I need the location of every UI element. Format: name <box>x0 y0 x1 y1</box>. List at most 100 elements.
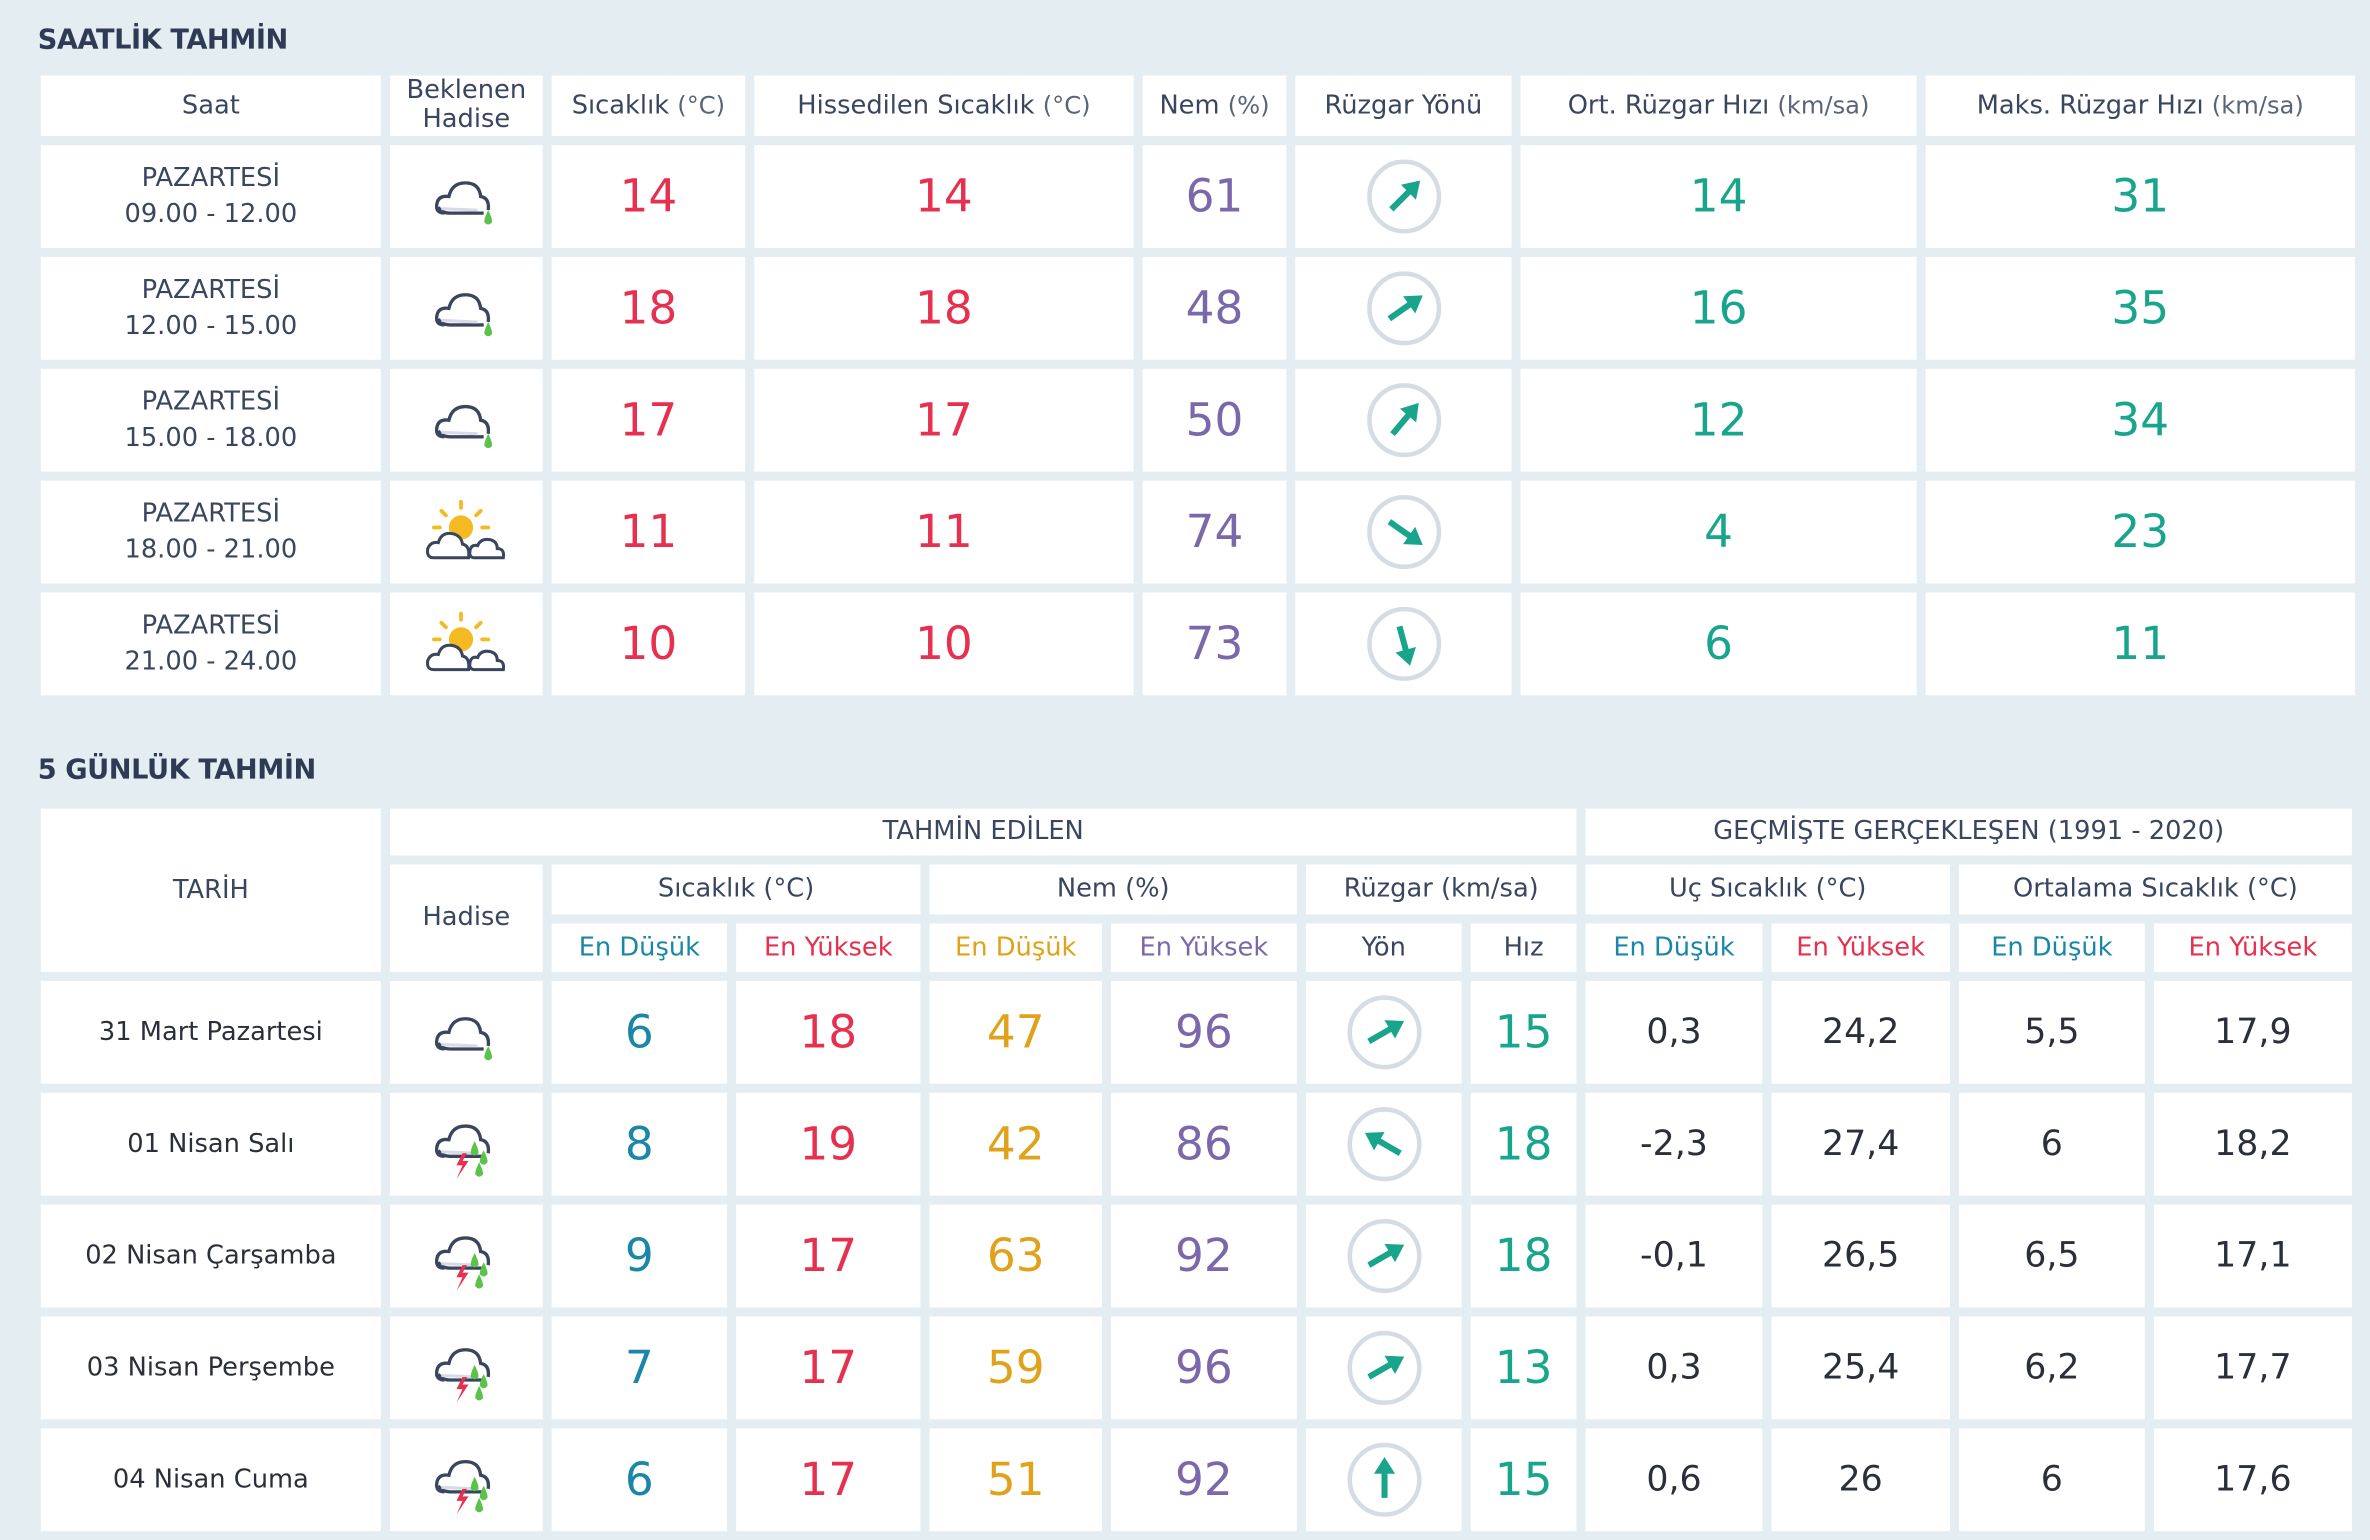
time-range: 12.00 - 15.00 <box>124 311 298 342</box>
average-min: 6,2 <box>1958 1316 2145 1420</box>
header-nem: Nem (%) <box>929 864 1297 915</box>
daily-title: 5 GÜNLÜK TAHMİN <box>37 754 317 786</box>
header-tarih: TARİH <box>40 808 381 972</box>
header-ortalama: Ortalama Sıcaklık (°C) <box>1958 864 2352 915</box>
header-ort-min: En Düşük <box>1958 923 2145 972</box>
temp-min: 6 <box>551 1428 728 1532</box>
feels-like: 10 <box>754 592 1134 696</box>
table-row: 02 Nisan Çarşamba 9 17 63 92 18 -0,1 26,5 6,5 1… <box>40 1204 2352 1308</box>
header-ort-max: En Yüksek <box>2153 923 2352 972</box>
humidity: 61 <box>1142 145 1287 248</box>
label: Sıcaklık <box>571 90 670 121</box>
daily-table: TARİH TAHMİN EDİLEN GEÇMİŞTE GERÇEKLEŞEN… <box>32 800 2361 1540</box>
thunder-rain-icon <box>389 1316 543 1420</box>
extreme-min: 0,3 <box>1585 980 1763 1084</box>
date: 02 Nisan Çarşamba <box>40 1204 381 1308</box>
humidity: 74 <box>1142 480 1287 584</box>
thunder-rain-icon <box>389 1428 543 1532</box>
temp-min: 7 <box>551 1316 728 1420</box>
average-min: 6 <box>1958 1428 2145 1532</box>
header-yon: Yön <box>1305 923 1462 972</box>
feels-like: 17 <box>754 368 1134 472</box>
table-row: PAZARTESİ 15.00 - 18.00 17 17 50 12 34 <box>40 368 2355 472</box>
wind-speed: 15 <box>1470 1428 1577 1532</box>
extreme-min: -0,1 <box>1585 1204 1763 1308</box>
unit: (km/sa) <box>2211 90 2304 120</box>
temp-max: 17 <box>736 1428 921 1532</box>
humidity: 73 <box>1142 592 1287 696</box>
humidity: 48 <box>1142 256 1287 360</box>
wind-direction-icon <box>1295 480 1512 584</box>
header-maks: Maks. Rüzgar Hızı (km/sa) <box>1925 75 2355 137</box>
table-row: PAZARTESİ 12.00 - 15.00 18 18 48 16 35 <box>40 256 2355 360</box>
label: Hissedilen Sıcaklık <box>797 90 1035 121</box>
date: 04 Nisan Cuma <box>40 1428 381 1532</box>
header-hissedilen: Hissedilen Sıcaklık (°C) <box>754 75 1134 137</box>
average-max: 17,1 <box>2153 1204 2352 1308</box>
header-temp-min: En Düşük <box>551 923 728 972</box>
day-label: PAZARTESİ <box>141 275 281 306</box>
max-wind-speed: 34 <box>1925 368 2355 472</box>
table-row: PAZARTESİ 21.00 - 24.00 10 10 73 6 11 <box>40 592 2355 696</box>
time-cell: PAZARTESİ 15.00 - 18.00 <box>40 368 381 472</box>
time-cell: PAZARTESİ 09.00 - 12.00 <box>40 145 381 248</box>
table-row: PAZARTESİ 09.00 - 12.00 14 14 61 14 31 <box>40 145 2355 248</box>
unit: (km/sa) <box>1777 90 1870 120</box>
label: Maks. Rüzgar Hızı <box>1976 90 2204 121</box>
temperature: 18 <box>551 256 746 360</box>
extreme-max: 27,4 <box>1771 1092 1950 1196</box>
daily-header-row-2: Hadise Sıcaklık (°C) Nem (%) Rüzgar (km/… <box>41 864 2352 972</box>
average-max: 18,2 <box>2153 1092 2352 1196</box>
thunder-rain-icon <box>389 1204 543 1308</box>
wind-speed: 13 <box>1470 1316 1577 1420</box>
table-row: 31 Mart Pazartesi 6 18 47 96 15 0,3 24,2 5,5 17… <box>40 980 2352 1084</box>
average-max: 17,9 <box>2153 980 2352 1084</box>
wind-direction-icon <box>1295 145 1512 248</box>
header-saat: Saat <box>40 75 381 137</box>
wind-direction-icon <box>1305 1428 1462 1532</box>
time-cell: PAZARTESİ 12.00 - 15.00 <box>40 256 381 360</box>
header-hiz: Hız <box>1470 923 1577 972</box>
header-yon: Rüzgar Yönü <box>1295 75 1512 137</box>
avg-wind-speed: 14 <box>1520 145 1917 248</box>
daily-header-row-1: TARİH TAHMİN EDİLEN GEÇMİŞTE GERÇEKLEŞEN… <box>40 808 2352 972</box>
humidity-min: 59 <box>929 1316 1102 1420</box>
temp-min: 6 <box>551 980 728 1084</box>
max-wind-speed: 31 <box>1925 145 2355 248</box>
time-range: 09.00 - 12.00 <box>124 199 298 230</box>
humidity-min: 42 <box>929 1092 1102 1196</box>
temperature: 10 <box>551 592 746 696</box>
cloud-rain-icon <box>389 980 543 1084</box>
humidity-max: 92 <box>1110 1428 1297 1532</box>
avg-wind-speed: 16 <box>1520 256 1917 360</box>
date: 03 Nisan Perşembe <box>40 1316 381 1420</box>
header-sicaklik: Sıcaklık (°C) <box>551 75 746 137</box>
average-min: 6,5 <box>1958 1204 2145 1308</box>
header-hadise: Beklenen Hadise <box>389 75 543 137</box>
max-wind-speed: 11 <box>1925 592 2355 696</box>
time-range: 18.00 - 21.00 <box>124 535 298 566</box>
temp-max: 18 <box>736 980 921 1084</box>
temperature: 14 <box>551 145 746 248</box>
temp-max: 17 <box>736 1204 921 1308</box>
sun-cloud-icon <box>389 592 543 696</box>
header-hadise-label: Beklenen Hadise <box>406 75 527 135</box>
header-hum-min: En Düşük <box>929 923 1102 972</box>
average-min: 5,5 <box>1958 980 2145 1084</box>
hourly-title: SAATLİK TAHMİN <box>37 24 289 56</box>
wind-direction-icon <box>1305 1316 1462 1420</box>
humidity-min: 63 <box>929 1204 1102 1308</box>
hourly-table: Saat Beklenen Hadise Sıcaklık (°C) Hisse… <box>32 67 2364 705</box>
avg-wind-speed: 4 <box>1520 480 1917 584</box>
humidity-max: 86 <box>1110 1092 1297 1196</box>
header-gecmis: GEÇMİŞTE GERÇEKLEŞEN (1991 - 2020) <box>1585 808 2352 856</box>
unit: (°C) <box>1042 90 1091 120</box>
header-ruzgar: Rüzgar (km/sa) <box>1305 864 1577 915</box>
label: Nem <box>1159 90 1220 121</box>
header-hum-max: En Yüksek <box>1110 923 1297 972</box>
day-label: PAZARTESİ <box>141 163 281 194</box>
thunder-rain-icon <box>389 1092 543 1196</box>
time-cell: PAZARTESİ 21.00 - 24.00 <box>40 592 381 696</box>
wind-speed: 18 <box>1470 1092 1577 1196</box>
humidity-max: 96 <box>1110 980 1297 1084</box>
